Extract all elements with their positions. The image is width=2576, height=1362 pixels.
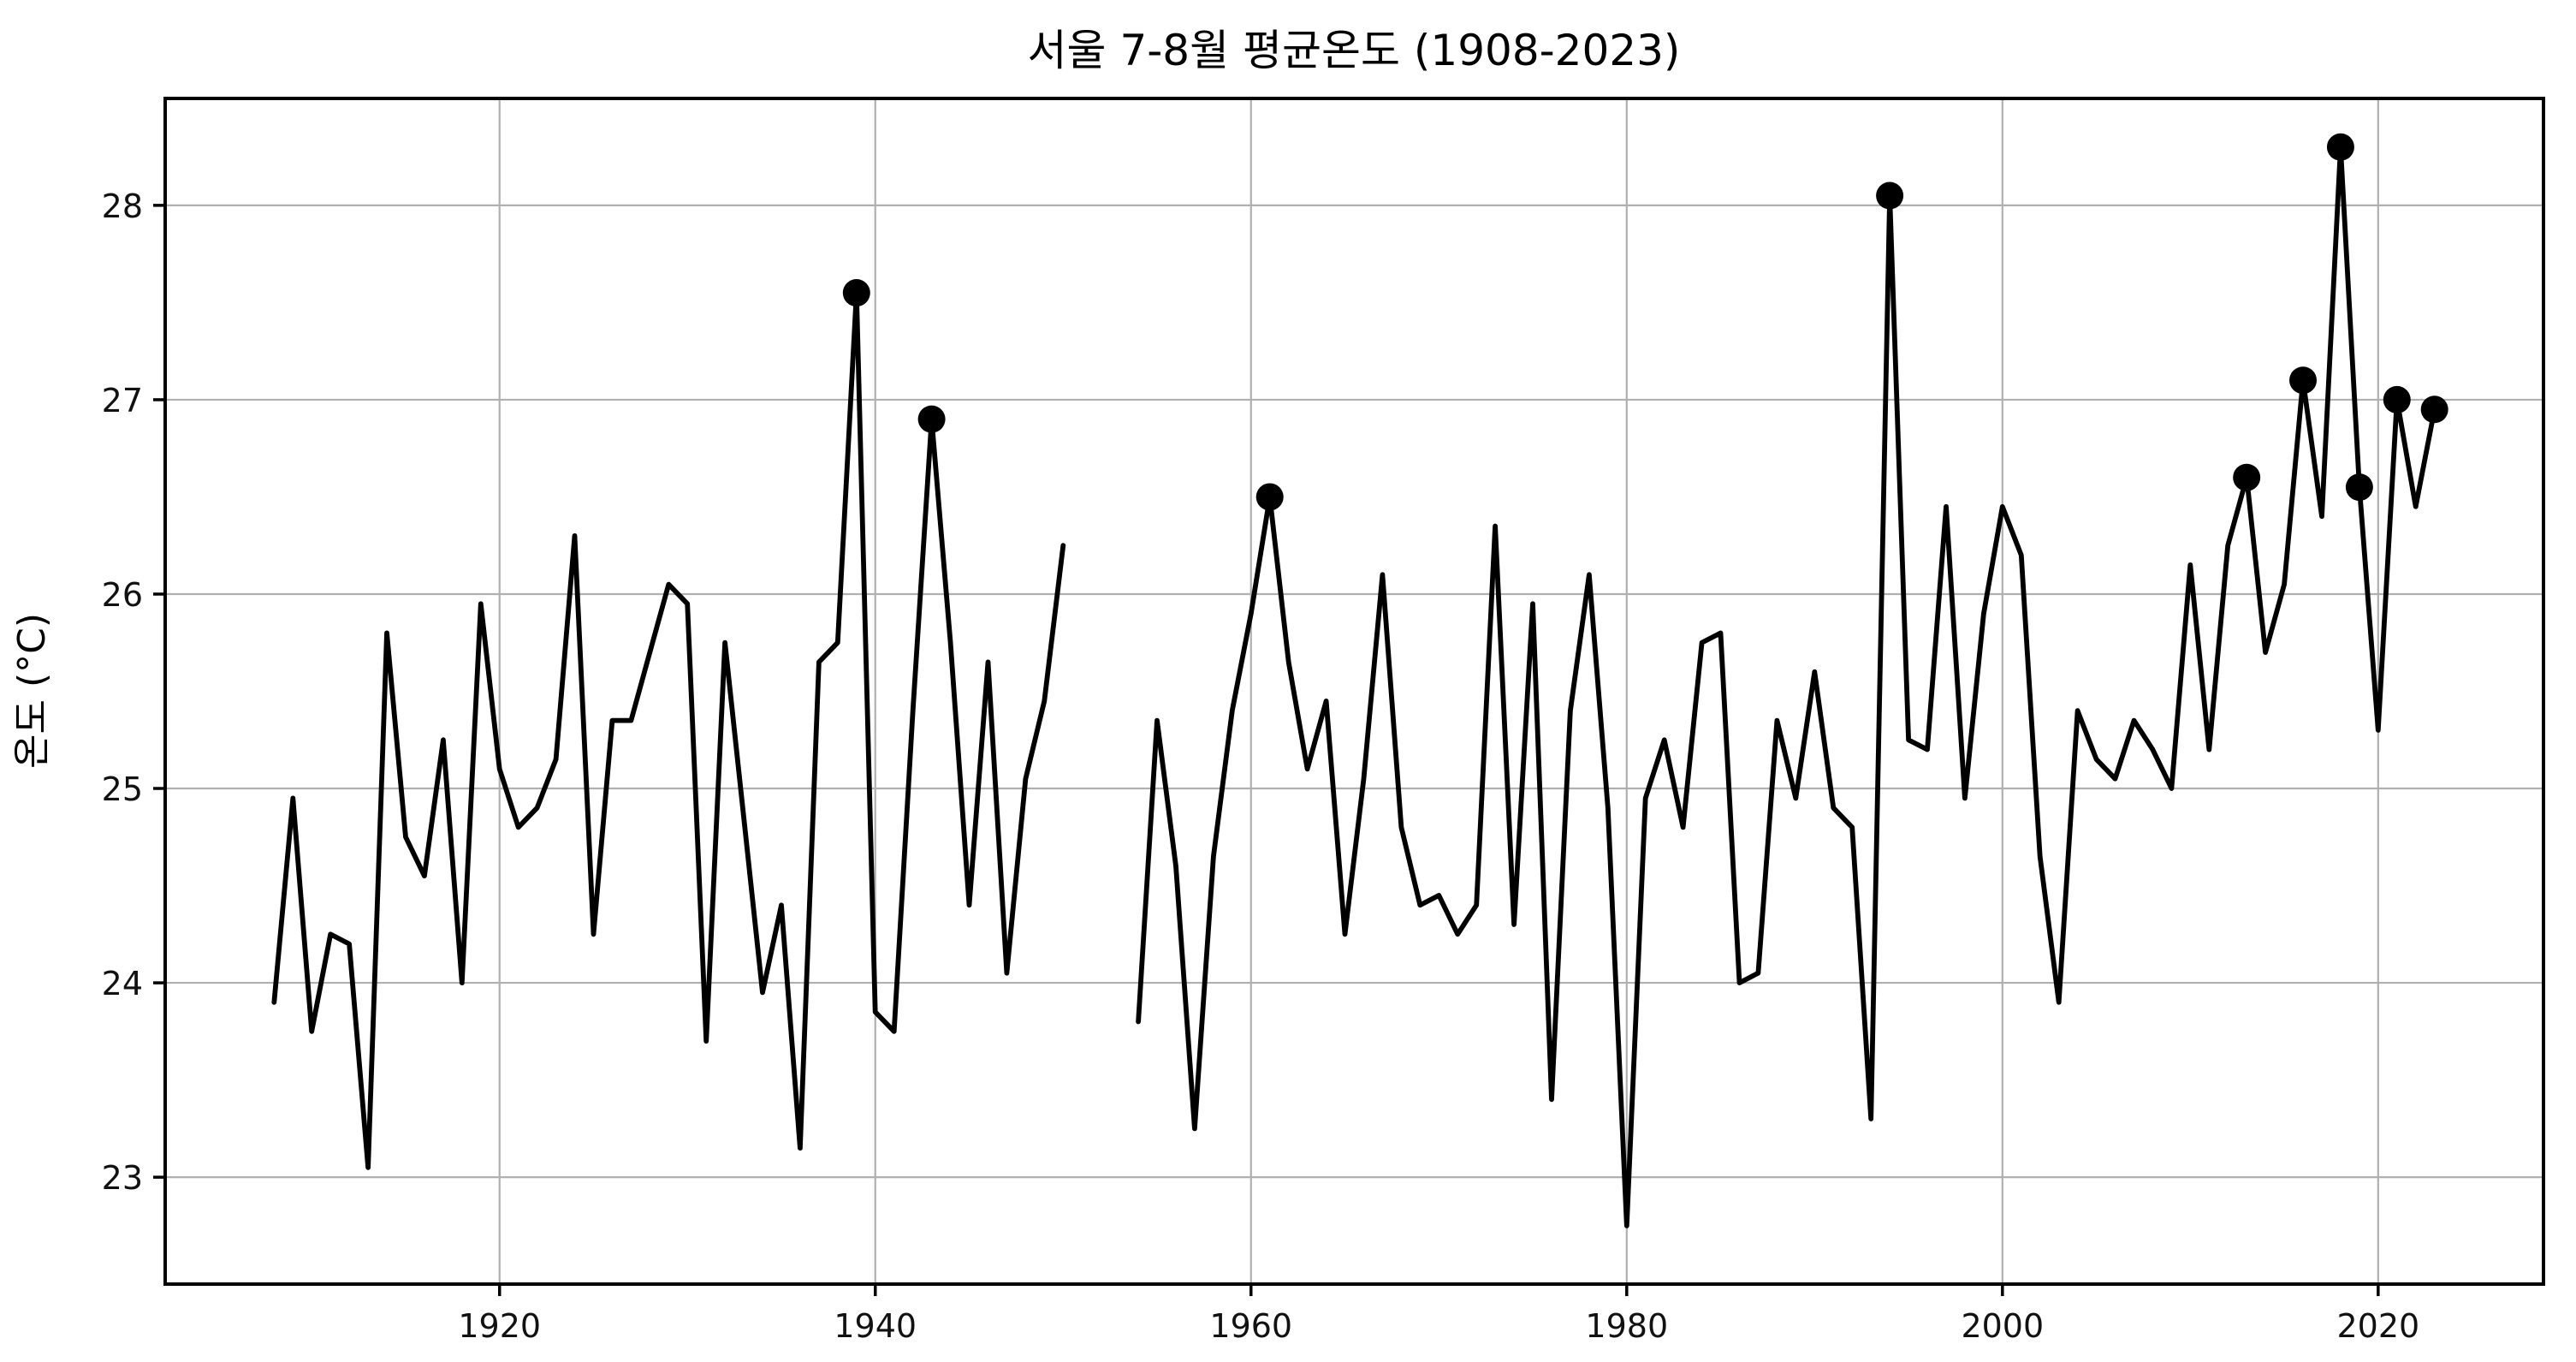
y-tick-label: 25	[102, 770, 143, 808]
x-tick-label: 2000	[1961, 1307, 2044, 1345]
y-tick-label: 28	[102, 187, 143, 225]
y-tick-label: 26	[102, 576, 143, 614]
temperature-series-path	[271, 144, 2437, 1228]
x-tick-label: 1960	[1209, 1307, 1292, 1345]
x-tick-label: 1940	[834, 1307, 917, 1345]
grid-layer	[165, 98, 2543, 1284]
tick-marks	[153, 204, 2380, 1296]
temperature-line	[271, 144, 2437, 1228]
top10-dot	[2326, 133, 2354, 161]
top10-dot	[1255, 483, 1284, 511]
y-tick-label: 23	[102, 1159, 143, 1197]
y-tick-label: 27	[102, 382, 143, 419]
y-tick-label: 24	[102, 965, 143, 1002]
top10-dot	[842, 279, 870, 307]
axes-spines	[163, 97, 2545, 1286]
top10-dot	[2383, 385, 2411, 413]
tick-labels: 1920 1940 1960 1980 2000 2020 23 24 25 26 27 28	[102, 187, 2420, 1345]
chart-title: 서울 7-8월 평균온도 (1908-2023)	[1028, 26, 1681, 75]
x-tick-label: 2020	[2336, 1307, 2419, 1345]
top10-dot	[2233, 463, 2261, 491]
plot-border	[163, 97, 2545, 1286]
top10-dots	[842, 133, 2448, 511]
top10-dot	[2289, 366, 2318, 395]
top10-dot	[917, 405, 946, 433]
top10-dot	[1876, 181, 1904, 210]
y-axis-label: 온도 (°C)	[10, 613, 54, 769]
x-tick-label: 1920	[458, 1307, 541, 1345]
top10-dot	[2420, 396, 2448, 424]
top10-dot	[2345, 473, 2373, 502]
x-tick-label: 1980	[1585, 1307, 1668, 1345]
